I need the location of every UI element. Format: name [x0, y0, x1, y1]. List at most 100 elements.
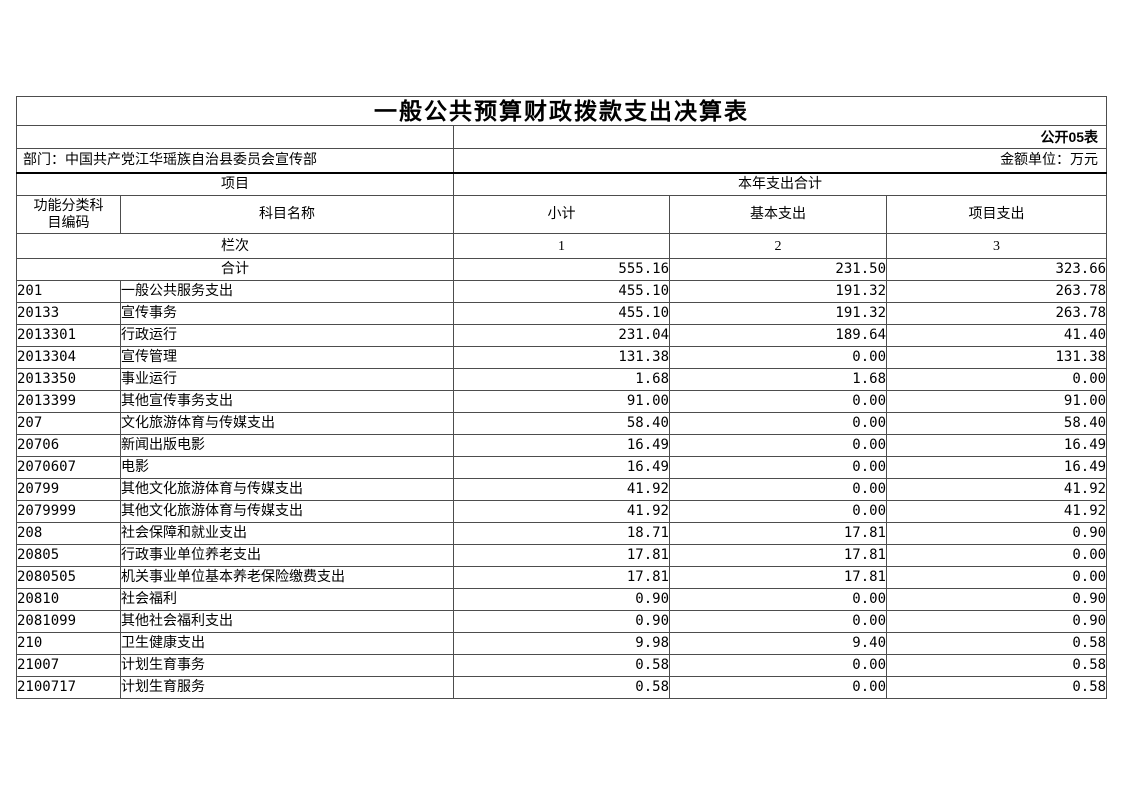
- subtotal-cell: 17.81: [453, 544, 670, 567]
- project-expense-cell: 0.00: [885, 566, 1108, 589]
- column-number-row: 栏次 1 2 3: [16, 233, 1108, 259]
- code-cell: 210: [16, 632, 121, 655]
- header-subtotal-col: 小计: [453, 195, 670, 234]
- subject-name-cell: 卫生健康支出: [120, 632, 454, 655]
- code-cell: 2013399: [16, 390, 121, 413]
- subject-name-cell: 一般公共服务支出: [120, 280, 454, 303]
- basic-expense-cell: 17.81: [669, 544, 887, 567]
- table-row: 21007 计划生育事务 0.58 0.00 0.58: [16, 654, 1108, 677]
- total-basic: 231.50: [669, 258, 887, 281]
- table-row: 20799 其他文化旅游体育与传媒支出 41.92 0.00 41.92: [16, 478, 1108, 501]
- header-year-total-group: 本年支出合计: [452, 172, 1108, 196]
- header-project-group: 项目: [16, 172, 454, 196]
- header-subject-col: 科目名称: [120, 195, 454, 234]
- subtotal-cell: 455.10: [453, 302, 670, 325]
- subtotal-cell: 17.81: [453, 566, 670, 589]
- total-label: 合计: [16, 258, 454, 281]
- project-expense-cell: 58.40: [885, 412, 1108, 435]
- subject-name-cell: 社会福利: [120, 588, 454, 611]
- subject-name-cell: 社会保障和就业支出: [120, 522, 454, 545]
- project-expense-cell: 91.00: [885, 390, 1108, 413]
- subtotal-cell: 455.10: [453, 280, 670, 303]
- project-expense-cell: 131.38: [885, 346, 1108, 369]
- subtotal-cell: 16.49: [453, 456, 670, 479]
- sheet-label-row: 公开05表: [16, 125, 1108, 149]
- sheet-label: 公开05表: [452, 125, 1108, 149]
- basic-expense-cell: 0.00: [669, 412, 887, 435]
- subject-name-cell: 事业运行: [120, 368, 454, 391]
- basic-expense-cell: 0.00: [669, 588, 887, 611]
- table-row: 210 卫生健康支出 9.98 9.40 0.58: [16, 632, 1108, 655]
- code-cell: 20706: [16, 434, 121, 457]
- code-cell: 2013304: [16, 346, 121, 369]
- subject-name-cell: 电影: [120, 456, 454, 479]
- code-cell: 20805: [16, 544, 121, 567]
- code-cell: 20810: [16, 588, 121, 611]
- project-expense-cell: 0.58: [885, 632, 1108, 655]
- project-expense-cell: 263.78: [885, 302, 1108, 325]
- project-expense-cell: 41.92: [885, 478, 1108, 501]
- code-cell: 2070607: [16, 456, 121, 479]
- project-expense-cell: 263.78: [885, 280, 1108, 303]
- code-cell: 2100717: [16, 676, 121, 699]
- subject-name-cell: 计划生育事务: [120, 654, 454, 677]
- total-project: 323.66: [885, 258, 1108, 281]
- subject-name-cell: 其他社会福利支出: [120, 610, 454, 633]
- project-expense-cell: 0.00: [885, 368, 1108, 391]
- project-expense-cell: 16.49: [885, 456, 1108, 479]
- code-cell: 208: [16, 522, 121, 545]
- subtotal-cell: 58.40: [453, 412, 670, 435]
- table-row: 201 一般公共服务支出 455.10 191.32 263.78: [16, 280, 1108, 303]
- project-expense-cell: 41.92: [885, 500, 1108, 523]
- subtotal-cell: 16.49: [453, 434, 670, 457]
- table-row: 2100717 计划生育服务 0.58 0.00 0.58: [16, 676, 1108, 699]
- project-expense-cell: 16.49: [885, 434, 1108, 457]
- subtotal-cell: 0.90: [453, 588, 670, 611]
- basic-expense-cell: 0.00: [669, 478, 887, 501]
- column-number-3: 3: [885, 233, 1108, 259]
- subject-name-cell: 宣传事务: [120, 302, 454, 325]
- table-row: 20810 社会福利 0.90 0.00 0.90: [16, 588, 1108, 611]
- department-row: 部门：中国共产党江华瑶族自治县委员会宣传部 金额单位：万元: [16, 148, 1108, 174]
- project-expense-cell: 0.58: [885, 654, 1108, 677]
- basic-expense-cell: 0.00: [669, 456, 887, 479]
- table-row: 20706 新闻出版电影 16.49 0.00 16.49: [16, 434, 1108, 457]
- column-number-2: 2: [669, 233, 887, 259]
- code-cell: 21007: [16, 654, 121, 677]
- code-cell: 207: [16, 412, 121, 435]
- budget-table: 一般公共预算财政拨款支出决算表 公开05表 部门：中国共产党江华瑶族自治县委员会…: [15, 96, 1108, 699]
- report-title: 一般公共预算财政拨款支出决算表: [15, 96, 1108, 126]
- subtotal-cell: 131.38: [453, 346, 670, 369]
- code-cell: 2079999: [16, 500, 121, 523]
- column-number-1: 1: [453, 233, 670, 259]
- lanci-label: 栏次: [16, 233, 454, 259]
- project-expense-cell: 0.90: [885, 610, 1108, 633]
- table-row: 207 文化旅游体育与传媒支出 58.40 0.00 58.40: [16, 412, 1108, 435]
- table-row: 20805 行政事业单位养老支出 17.81 17.81 0.00: [16, 544, 1108, 567]
- basic-expense-cell: 191.32: [669, 280, 887, 303]
- project-expense-cell: 0.90: [885, 588, 1108, 611]
- unit-label: 金额单位：万元: [452, 148, 1108, 174]
- table-row: 208 社会保障和就业支出 18.71 17.81 0.90: [16, 522, 1108, 545]
- code-cell: 20799: [16, 478, 121, 501]
- subject-name-cell: 其他文化旅游体育与传媒支出: [120, 500, 454, 523]
- code-cell: 201: [16, 280, 121, 303]
- basic-expense-cell: 0.00: [669, 610, 887, 633]
- subtotal-cell: 41.92: [453, 500, 670, 523]
- project-expense-cell: 0.90: [885, 522, 1108, 545]
- basic-expense-cell: 0.00: [669, 500, 887, 523]
- spacer-cell: [16, 125, 454, 149]
- subtotal-cell: 9.98: [453, 632, 670, 655]
- subject-name-cell: 文化旅游体育与传媒支出: [120, 412, 454, 435]
- basic-expense-cell: 17.81: [669, 522, 887, 545]
- subtotal-cell: 41.92: [453, 478, 670, 501]
- subject-name-cell: 机关事业单位基本养老保险缴费支出: [120, 566, 454, 589]
- department-label: 部门：中国共产党江华瑶族自治县委员会宣传部: [16, 148, 454, 174]
- code-cell: 2080505: [16, 566, 121, 589]
- subtotal-cell: 18.71: [453, 522, 670, 545]
- subtotal-cell: 0.90: [453, 610, 670, 633]
- table-row: 20133 宣传事务 455.10 191.32 263.78: [16, 302, 1108, 325]
- total-row: 合计 555.16 231.50 323.66: [16, 258, 1108, 281]
- code-cell: 2081099: [16, 610, 121, 633]
